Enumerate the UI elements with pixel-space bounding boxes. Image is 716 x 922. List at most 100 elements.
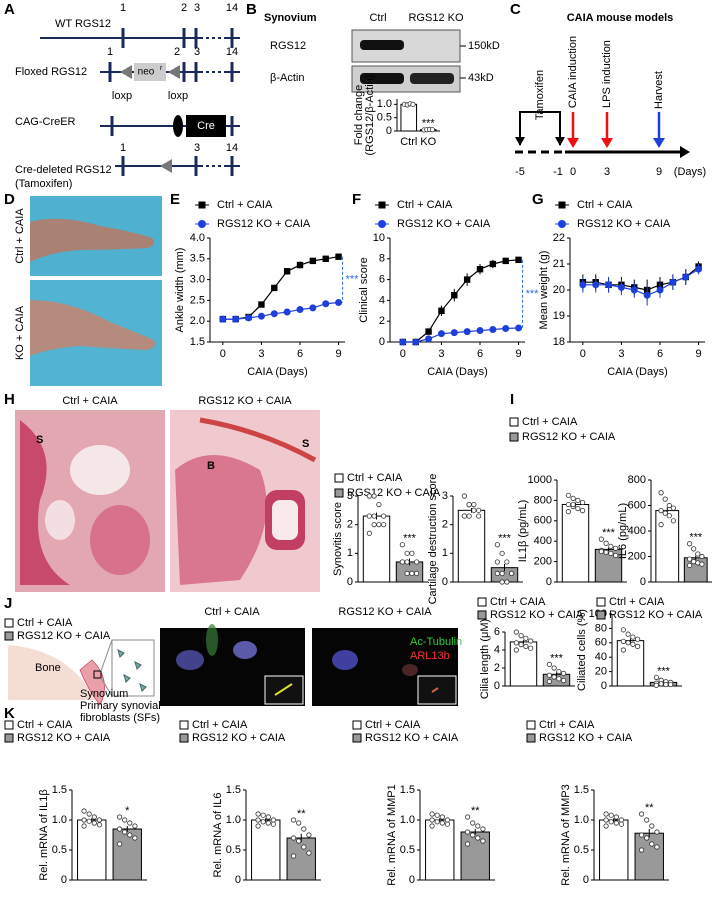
y-tick-label: 0: [546, 576, 552, 588]
y-tick-label: 2.0: [190, 315, 205, 327]
legend-label: Ctrl + CAIA: [17, 617, 73, 629]
day-label: 3: [604, 166, 610, 178]
data-point: [429, 127, 436, 133]
legend-label: Ctrl + CAIA: [365, 719, 421, 731]
legend-swatch: [596, 597, 606, 607]
y-tick-label: 1.0: [226, 814, 241, 826]
data-point: [561, 677, 567, 684]
panel-label: A: [4, 1, 15, 18]
data-point: [86, 811, 92, 817]
data-point: [81, 823, 87, 829]
y-axis-label: Ciliated cells (%): [576, 609, 588, 691]
data-point: [603, 817, 609, 823]
tissue-label: Synovium: [264, 12, 317, 24]
data-point: [513, 640, 519, 646]
x-tick-label: 3: [618, 348, 624, 360]
data-point: [499, 550, 505, 556]
significance: ***: [689, 532, 703, 544]
region-label: S: [302, 438, 309, 450]
y-tick-label: 10: [373, 232, 385, 244]
data-point: [439, 820, 445, 826]
data-point: [409, 550, 415, 556]
data-point: [565, 509, 571, 515]
gene-diagram: WT RGS12 1 2 3 14 Floxed RGS12 neo r 1 2…: [15, 2, 240, 190]
data-point: [475, 835, 481, 841]
data-point: [644, 817, 650, 823]
y-tick-label: 1: [347, 547, 353, 559]
significance: ***: [657, 665, 671, 677]
data-point: [296, 306, 304, 314]
size-label: 43kD: [468, 72, 494, 84]
y-tick-label: 18: [553, 336, 565, 348]
y-tick-label: 600: [628, 499, 646, 511]
y-tick-label: 19: [553, 310, 565, 322]
y-tick-label: 2.5: [190, 294, 205, 306]
data-point: [438, 307, 445, 314]
data-point: [499, 579, 505, 585]
bar: [425, 819, 455, 881]
exon-label: 14: [226, 142, 238, 154]
data-point: [499, 570, 505, 577]
y-tick-label: 2: [494, 662, 500, 674]
data-point: [643, 291, 651, 299]
y-axis-label: Cartilage destruction score: [427, 474, 439, 605]
data-point: [414, 559, 420, 565]
data-point: [654, 844, 660, 850]
y-axis-label: Rel. mRNA of IL6: [212, 793, 224, 878]
x-tick-label: 3: [258, 348, 264, 360]
data-point: [630, 641, 636, 647]
y-tick-label: 3: [442, 490, 448, 502]
y-tick-label: 1.0: [377, 98, 392, 110]
data-point: [91, 820, 97, 826]
data-point: [638, 811, 645, 817]
data-point: [613, 552, 619, 559]
data-point: [608, 550, 614, 557]
data-point: [518, 641, 524, 648]
event-label: CAIA induction: [567, 36, 579, 108]
data-point: [613, 820, 619, 826]
data-point: [504, 559, 510, 565]
data-point: [658, 522, 664, 528]
data-point: [464, 814, 471, 820]
data-point: [437, 330, 445, 338]
y-axis-label: Ankle width (mm): [174, 248, 186, 333]
legend-label: RGS12 KO + CAIA: [522, 431, 616, 443]
x-tick-label: 6: [297, 348, 303, 360]
data-point: [260, 819, 266, 825]
y-tick-label: 1.5: [190, 336, 205, 348]
x-tick-label: 0: [400, 348, 406, 360]
data-point: [96, 822, 103, 828]
data-point: [613, 545, 619, 551]
panel-label: B: [246, 1, 257, 18]
bar: [112, 828, 142, 881]
data-point: [444, 821, 451, 827]
series-line: [402, 259, 519, 343]
legend-marker: [198, 201, 206, 209]
data-point: [381, 513, 387, 519]
data-point: [509, 570, 515, 577]
y-tick-label: 800: [534, 494, 552, 506]
data-point: [306, 850, 312, 856]
data-point: [464, 841, 471, 847]
data-point: [546, 672, 552, 678]
y-axis-label: IL6 (pg/mL): [617, 503, 629, 559]
significance: ***: [498, 533, 512, 545]
data-point: [245, 314, 253, 322]
y-axis-label: Rel. mRNA of MMP1: [386, 784, 398, 885]
stain-label: ARL13b: [410, 650, 450, 662]
data-point: [471, 501, 477, 508]
legend-swatch: [179, 720, 189, 730]
stain-label: Ac-Tubulin: [410, 636, 462, 648]
data-point: [255, 811, 261, 817]
image-label: RGS12 KO + CAIA: [338, 606, 432, 618]
data-point: [132, 823, 138, 829]
data-point: [371, 493, 377, 499]
y-tick-label: 2: [379, 315, 385, 327]
image-label: Ctrl + CAIA: [62, 395, 118, 407]
data-point: [91, 814, 97, 820]
legend-label: RGS12 KO + CAIA: [539, 732, 633, 744]
data-point: [127, 832, 133, 838]
x-tick-label: KO: [420, 136, 436, 148]
day-label: -5: [515, 166, 525, 178]
y-tick-label: 1.0: [400, 814, 415, 826]
